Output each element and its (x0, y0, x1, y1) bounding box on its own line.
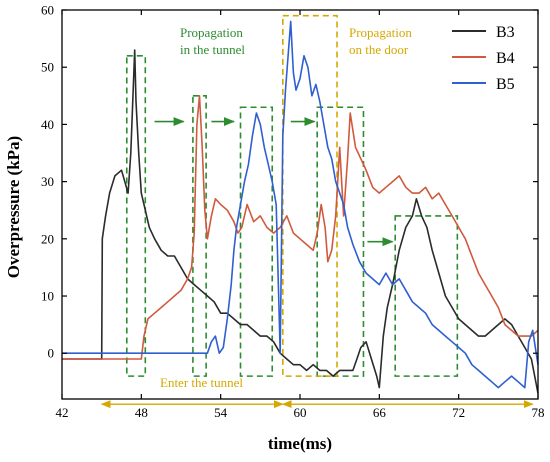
annotation-enter-tunnel: Enter the tunnel (160, 375, 243, 390)
y-tick-label: 30 (41, 174, 54, 189)
annotation-propagation-door-1: Propagation (349, 25, 412, 40)
legend: B3 B4 B5 (452, 24, 515, 93)
annotation-propagation-tunnel-1: Propagation (180, 25, 243, 40)
annotations: Propagation in the tunnel Propagation on… (100, 25, 534, 409)
legend-label-b5: B5 (496, 76, 515, 93)
x-tick-label: 48 (135, 405, 148, 420)
annotation-propagation-tunnel-2: in the tunnel (180, 42, 245, 57)
x-tick-label: 42 (56, 405, 69, 420)
y-tick-label: 20 (41, 231, 54, 246)
series-line-b4 (62, 95, 539, 360)
highlight-box (394, 215, 459, 377)
series-line-b5 (62, 20, 539, 389)
axes: 42 48 54 60 66 72 78 0 10 20 30 40 50 60 (41, 3, 545, 421)
series-lines (62, 20, 539, 394)
x-axis-title: time(ms) (268, 434, 332, 453)
y-tick-label: 40 (41, 117, 54, 132)
y-tick-label: 50 (41, 60, 54, 75)
x-tick-label: 54 (214, 405, 228, 420)
annotation-propagation-door-2: on the door (349, 42, 409, 57)
y-axis-title: Overpressure (kPa) (4, 136, 23, 278)
highlight-box (316, 106, 365, 377)
x-tick-label: 78 (532, 405, 545, 420)
x-tick-label: 60 (294, 405, 307, 420)
x-tick-label: 72 (452, 405, 465, 420)
highlight-boxes (125, 14, 459, 377)
highlight-box (239, 106, 274, 377)
x-tick-label: 66 (373, 405, 387, 420)
legend-label-b4: B4 (496, 50, 515, 67)
y-tick-label: 0 (48, 346, 55, 361)
y-tick-label: 10 (41, 289, 54, 304)
legend-label-b3: B3 (496, 24, 515, 41)
highlight-box (282, 14, 338, 377)
series-line-b3 (62, 49, 539, 394)
highlight-box (192, 95, 207, 377)
y-tick-label: 60 (41, 3, 54, 18)
